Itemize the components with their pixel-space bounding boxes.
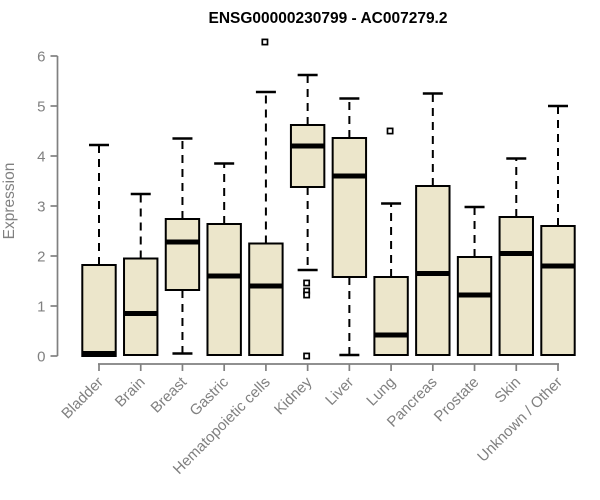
y-tick-label: 6	[37, 49, 45, 66]
iqr-box	[498, 216, 534, 356]
y-axis: 0 1 2 3 4 5 6	[37, 49, 59, 366]
x-category-label: Liver	[322, 374, 357, 409]
box-pancreas	[415, 92, 451, 356]
y-tick-label: 0	[37, 349, 45, 366]
outlier-point	[303, 352, 311, 360]
x-category-label: Breast	[148, 373, 191, 416]
box-series	[81, 38, 576, 360]
box-hematopoietic-cells	[248, 38, 284, 356]
chart-title: ENSG00000230799 - AC007279.2	[209, 10, 448, 27]
iqr-box	[81, 264, 117, 357]
iqr-box	[206, 223, 242, 356]
x-category-label: Bladder	[58, 374, 107, 423]
outlier-point	[303, 279, 311, 287]
box-gastric	[206, 162, 242, 356]
box-liver	[331, 97, 368, 357]
y-tick-label: 2	[37, 249, 45, 266]
box-prostate	[456, 205, 493, 356]
x-category-label: Brain	[112, 374, 149, 411]
iqr-box	[540, 225, 576, 356]
y-tick-label: 3	[37, 199, 45, 216]
iqr-box	[331, 137, 368, 278]
iqr-box	[373, 276, 409, 356]
box-unknown-other	[540, 104, 576, 356]
y-tick-label: 1	[37, 299, 45, 316]
box-lung	[373, 127, 409, 356]
y-tick-label: 4	[37, 149, 45, 166]
y-tick-label: 5	[37, 99, 45, 116]
iqr-box	[164, 218, 201, 291]
outlier-point	[386, 127, 394, 135]
iqr-box	[289, 124, 326, 188]
box-bladder	[81, 143, 117, 357]
iqr-box	[415, 185, 451, 356]
box-skin	[498, 157, 534, 356]
outlier-point	[303, 291, 311, 299]
box-kidney	[289, 73, 326, 360]
box-breast	[164, 137, 201, 355]
iqr-box	[456, 256, 493, 356]
x-category-label: Skin	[491, 374, 524, 407]
y-axis-label: Expression	[1, 163, 18, 240]
x-category-label: Lung	[363, 374, 399, 410]
iqr-box	[248, 242, 284, 356]
x-category-label: Kidney	[271, 373, 316, 418]
x-category-label: Prostate	[431, 374, 483, 426]
box-brain	[123, 192, 159, 356]
outlier-point	[261, 38, 269, 46]
iqr-box	[123, 257, 159, 356]
